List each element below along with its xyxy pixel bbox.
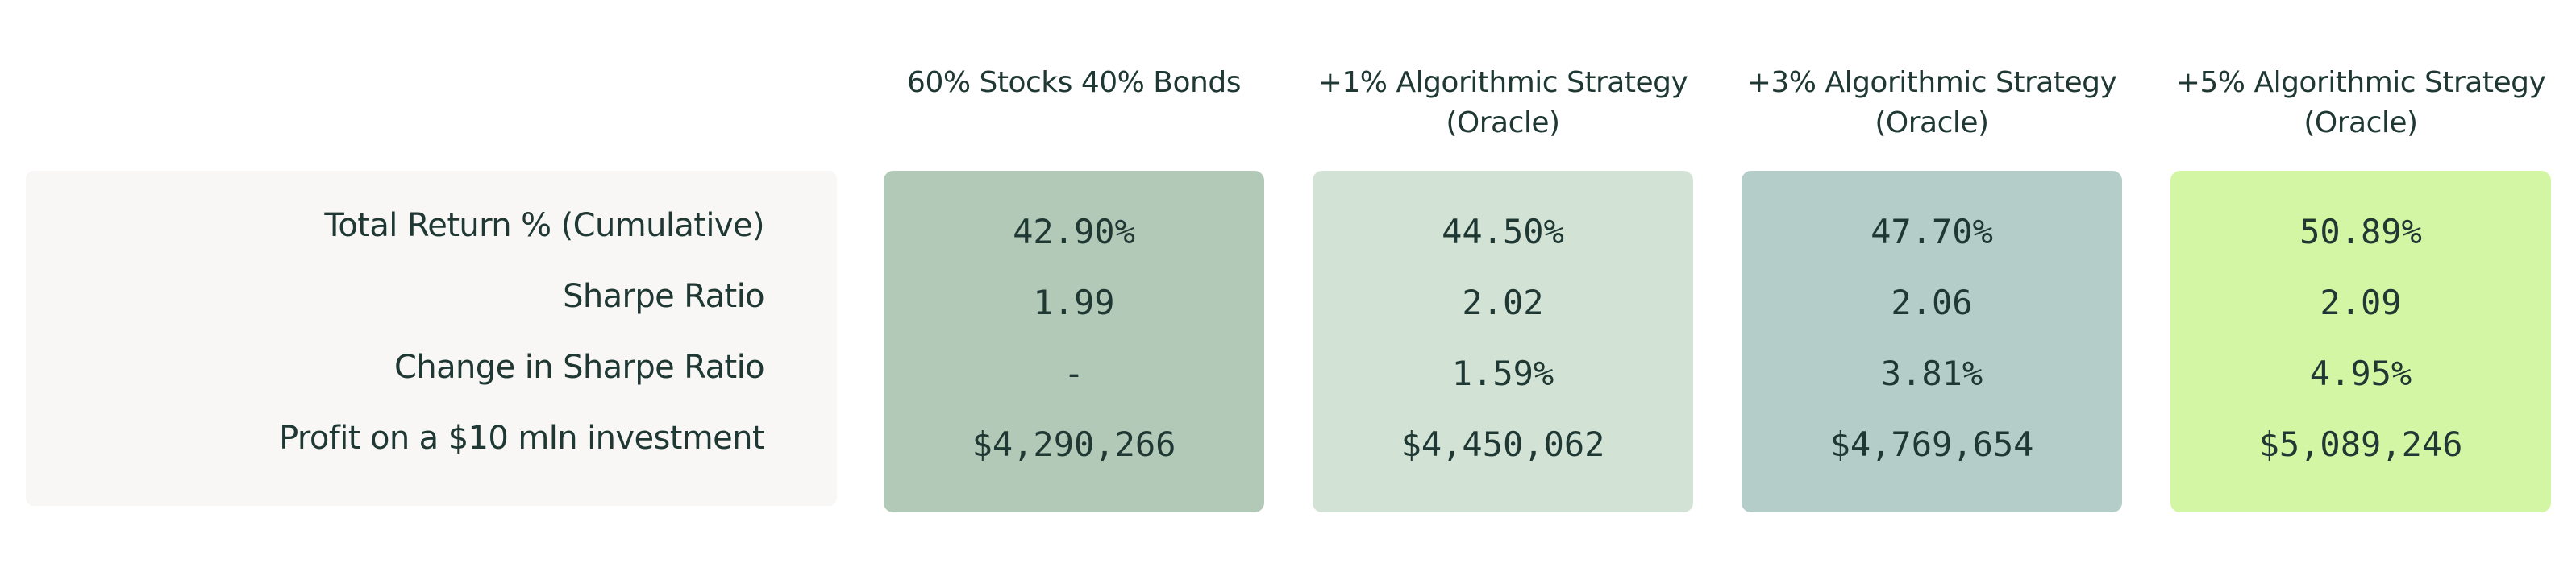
cell-total-return: 44.50% (1442, 212, 1564, 251)
column-header-line: +5% Algorithmic Strategy (2175, 66, 2546, 99)
column-header-line: +3% Algorithmic Strategy (1746, 66, 2117, 99)
column-header-60-40: 60% Stocks 40% Bonds (884, 63, 1264, 103)
cell-sharpe-ratio: 2.09 (2320, 283, 2402, 322)
cell-total-return: 42.90% (1013, 212, 1135, 251)
cell-change-sharpe: 1.59% (1451, 354, 1554, 393)
cell-profit: $4,450,062 (1400, 425, 1605, 464)
cell-profit: $4,769,654 (1829, 425, 2034, 464)
column-box-60-40: 42.90% 1.99 - $4,290,266 (884, 171, 1264, 512)
column-header-plus-3: +3% Algorithmic Strategy (Oracle) (1742, 63, 2122, 143)
cell-sharpe-ratio: 1.99 (1033, 283, 1115, 322)
column-header-plus-1: +1% Algorithmic Strategy (Oracle) (1313, 63, 1693, 143)
column-box-plus-3: 47.70% 2.06 3.81% $4,769,654 (1742, 171, 2122, 512)
cell-profit: $4,290,266 (972, 425, 1176, 464)
column-header-line: (Oracle) (1446, 106, 1560, 139)
row-labels-panel: Total Return % (Cumulative) Sharpe Ratio… (26, 171, 837, 506)
cell-change-sharpe: 4.95% (2309, 354, 2412, 393)
column-header-line: +1% Algorithmic Strategy (1317, 66, 1688, 99)
cell-profit: $5,089,246 (2258, 425, 2463, 464)
cell-total-return: 47.70% (1871, 212, 1993, 251)
row-label-change-sharpe: Change in Sharpe Ratio (394, 349, 765, 386)
column-box-plus-1: 44.50% 2.02 1.59% $4,450,062 (1313, 171, 1693, 512)
column-header-plus-5: +5% Algorithmic Strategy (Oracle) (2170, 63, 2551, 143)
row-label-profit: Profit on a $10 mln investment (279, 420, 765, 457)
cell-total-return: 50.89% (2299, 212, 2422, 251)
cell-sharpe-ratio: 2.02 (1462, 283, 1544, 322)
column-header-line: (Oracle) (2303, 106, 2418, 139)
cell-change-sharpe: 3.81% (1880, 354, 1983, 393)
column-header-line: 60% Stocks 40% Bonds (907, 66, 1241, 99)
cell-sharpe-ratio: 2.06 (1891, 283, 1973, 322)
cell-change-sharpe: - (1063, 354, 1084, 393)
column-header-line: (Oracle) (1875, 106, 1989, 139)
row-label-total-return: Total Return % (Cumulative) (324, 207, 764, 244)
column-box-plus-5: 50.89% 2.09 4.95% $5,089,246 (2170, 171, 2551, 512)
row-label-sharpe-ratio: Sharpe Ratio (563, 278, 765, 315)
